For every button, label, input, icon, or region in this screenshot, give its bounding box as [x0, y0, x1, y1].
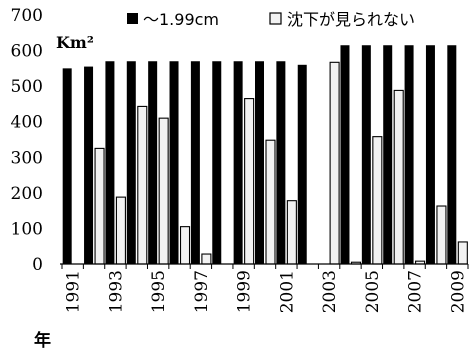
bar-series-2	[393, 89, 404, 265]
y-tick-label: 500	[11, 77, 43, 97]
x-tick-label: 2007	[406, 270, 426, 313]
legend-label-series-1: ～1.99cm	[143, 10, 219, 29]
bar-series-1	[105, 61, 115, 264]
y-axis-ticks: 0 100 200 300 400 500 600 700	[11, 6, 43, 275]
bar-series-1	[255, 61, 264, 264]
bar-series-1	[126, 61, 136, 264]
bar-series-1	[447, 45, 457, 264]
bar-series-2	[94, 147, 105, 265]
bar-series-1	[212, 61, 222, 264]
bar-series-1	[340, 45, 350, 264]
legend-swatch-series-1	[127, 13, 138, 24]
bar-series-1	[276, 61, 286, 264]
y-tick-label: 300	[11, 148, 43, 168]
legend-swatch-series-2	[269, 12, 282, 25]
bar-series-2	[244, 98, 255, 265]
y-tick-label: 0	[32, 255, 43, 275]
bar-series-1	[148, 61, 158, 264]
bar-series-1	[233, 61, 243, 264]
bar-series-1	[361, 45, 371, 264]
y-tick-label: 600	[11, 42, 43, 62]
x-tick-label: 1993	[106, 270, 126, 313]
bar-series-2	[115, 196, 126, 265]
legend: ～1.99cm 沈下が見られない	[127, 10, 415, 29]
x-tick-label: 2009	[448, 270, 468, 313]
bar-series-2	[436, 205, 447, 265]
bar-series-1	[404, 45, 414, 264]
bar-series-2	[179, 226, 191, 265]
x-tick-label: 1995	[149, 270, 169, 313]
bar-series-2	[265, 139, 276, 265]
bar-series-2	[286, 200, 297, 265]
x-tick-label: 1999	[235, 270, 255, 313]
bar-series-1	[297, 64, 307, 264]
bar-series-1	[62, 68, 72, 264]
x-axis-ticks: 1991 1993 1995 1997 1999 2001 2003 2005 2007 2009	[61, 264, 469, 313]
bar-series-1	[190, 61, 200, 264]
bar-series-1	[383, 45, 393, 264]
x-tick-label: 1997	[192, 270, 212, 313]
x-tick-label: 2001	[277, 270, 297, 313]
bar-series-2	[137, 105, 148, 265]
bar-series-1	[425, 45, 435, 264]
bar-series-2	[158, 117, 169, 265]
unit-label: Km²	[56, 33, 94, 52]
bar-series-2	[457, 241, 468, 265]
bar-series-2	[372, 136, 383, 265]
y-tick-label: 200	[11, 184, 43, 204]
y-tick-label: 700	[11, 6, 43, 26]
bars	[62, 45, 468, 265]
bar-series-2	[201, 253, 212, 265]
x-axis-label: 年	[34, 330, 51, 351]
y-tick-label: 100	[11, 219, 43, 239]
x-tick-label: 2005	[363, 270, 383, 313]
legend-label-series-2: 沈下が見られない	[287, 10, 415, 29]
bar-series-1	[169, 61, 179, 264]
x-tick-label: 1991	[64, 270, 84, 313]
bar-series-2	[329, 61, 340, 265]
bar-series-1	[84, 66, 94, 264]
x-tick-label: 2003	[320, 270, 340, 313]
y-tick-label: 400	[11, 113, 43, 133]
